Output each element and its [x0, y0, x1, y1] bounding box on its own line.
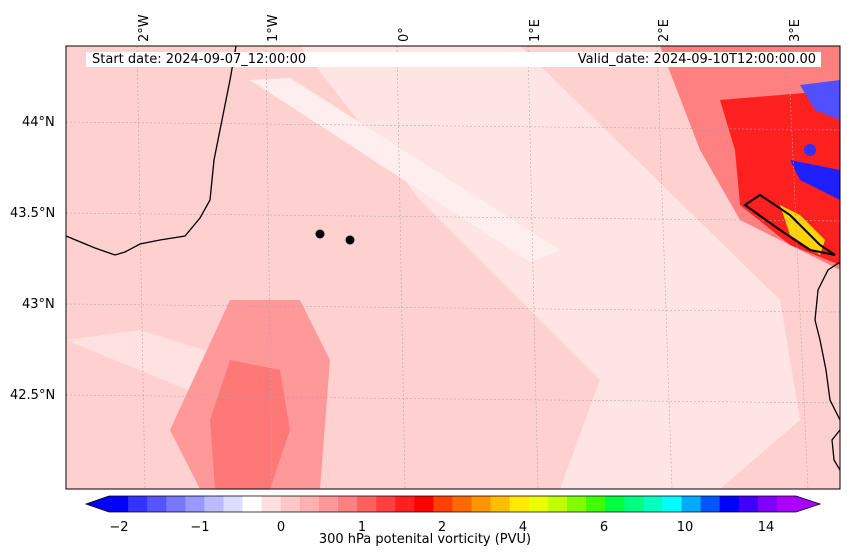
- colorbar-segment: [204, 496, 224, 512]
- valid-date-label: Valid_date: 2024-09-10T12:00:00.00: [577, 52, 816, 67]
- colorbar-tick: 2: [437, 520, 447, 535]
- coastline-east-2: [831, 429, 840, 471]
- coastline-west: [66, 46, 237, 256]
- colorbar-segment: [528, 496, 549, 512]
- colorbar-segment: [357, 496, 377, 512]
- map-frame: [65, 45, 841, 490]
- colorbar-tick: −2: [109, 520, 129, 535]
- latitude-label-42-5n: 42.5°N: [10, 388, 56, 403]
- colorbar-segment: [280, 496, 301, 512]
- colorbar-segment: [700, 496, 721, 512]
- colorbar-outline: [84, 495, 822, 513]
- ne-blue: [790, 160, 840, 200]
- colorbar-segment: [128, 496, 148, 512]
- colorbar-segment: [643, 496, 663, 512]
- pale-band: [300, 46, 800, 489]
- colorbar-segment: [586, 496, 606, 512]
- colorbar-segment: [338, 496, 358, 512]
- marker-1: [315, 229, 325, 239]
- colorbar-segment: [185, 496, 205, 512]
- colorbar-extend-min: [86, 496, 109, 512]
- colorbar-segment: [242, 496, 263, 512]
- colorbar-segment: [567, 496, 587, 512]
- colorbar-tick: 0: [276, 520, 286, 535]
- colorbar-segment: [433, 496, 453, 512]
- colorbar-segment: [395, 496, 415, 512]
- colorbar-segment: [299, 496, 320, 512]
- colorbar-segment: [547, 496, 568, 512]
- colorbar-segment: [318, 496, 339, 512]
- colorbar-segment: [452, 496, 473, 512]
- colorbar-tick: 4: [518, 520, 528, 535]
- latitude-label-43-5n: 43.5°N: [10, 206, 56, 221]
- marker-2: [345, 235, 355, 245]
- latitude-label-44n: 44°N: [22, 115, 55, 130]
- colorbar-segment: [490, 496, 511, 512]
- colorbar-segment: [757, 496, 778, 512]
- colorbar-segment: [738, 496, 759, 512]
- colorbar-extend-max: [796, 496, 820, 512]
- info-bar: [86, 52, 821, 67]
- colorbar-segment: [471, 496, 492, 512]
- ne-strong: [720, 90, 840, 265]
- colorbar-segment: [624, 496, 644, 512]
- colorbar-segment: [147, 496, 167, 512]
- colorbar-tick: 14: [757, 520, 775, 535]
- colorbar-tick: −1: [190, 520, 210, 535]
- coastline-east: [814, 261, 840, 421]
- pv-contour: [743, 193, 836, 256]
- colorbar: [84, 495, 822, 513]
- colorbar-segment: [376, 496, 396, 512]
- colorbar-segment: [776, 496, 797, 512]
- colorbar-tick: 6: [599, 520, 609, 535]
- colorbar-tick: 10: [676, 520, 694, 535]
- colorbar-segment: [681, 496, 702, 512]
- colorbar-label: 300 hPa potenital vorticity (PVU): [318, 532, 532, 547]
- colorbar-segment: [719, 496, 740, 512]
- colorbar-segment: [605, 496, 625, 512]
- colorbar-segment: [662, 496, 682, 512]
- colorbar-segment: [223, 496, 244, 512]
- ne-blue-spot: [804, 144, 816, 156]
- colorbar-segment: [166, 496, 186, 512]
- ne-blue-2: [800, 80, 840, 120]
- start-date-label: Start date: 2024-09-07_12:00:00: [92, 52, 307, 67]
- latitude-label-43n: 43°N: [22, 297, 55, 312]
- pale-streak: [250, 78, 560, 262]
- colorbar-tick: 1: [357, 520, 367, 535]
- south-band-inner: [210, 360, 290, 489]
- colorbar-segment: [109, 496, 129, 512]
- colorbar-segment: [509, 496, 530, 512]
- colorbar-segment: [414, 496, 434, 512]
- colorbar-segment: [261, 496, 282, 512]
